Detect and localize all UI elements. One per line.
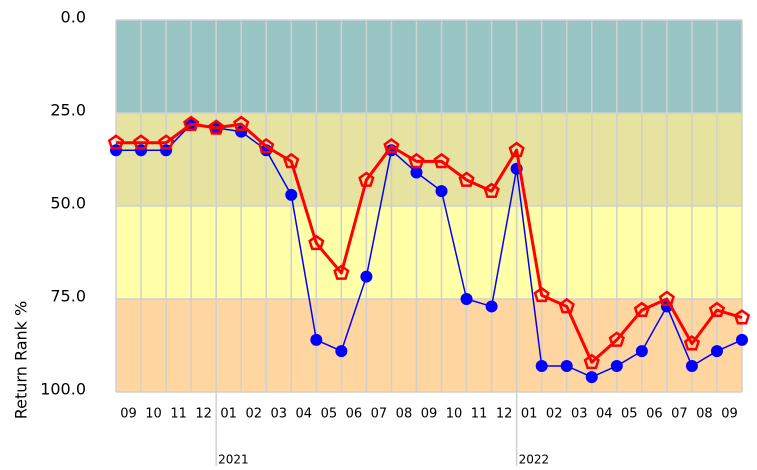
y-tick-label: 50.0 <box>50 194 86 213</box>
x-tick-label: 09 <box>721 407 738 422</box>
point <box>583 353 600 370</box>
y-tick-label: 25.0 <box>50 101 86 120</box>
point <box>233 115 250 132</box>
point <box>635 345 648 358</box>
point <box>208 119 225 135</box>
x-tick-label: 01 <box>220 407 237 422</box>
point <box>132 134 150 150</box>
x-tick-label: 09 <box>421 407 438 422</box>
x-tick-label: 07 <box>371 407 388 422</box>
point <box>258 137 275 154</box>
point <box>435 185 448 198</box>
point <box>183 115 200 132</box>
y-tick-label: 100.0 <box>40 380 86 399</box>
x-tick-label: 02 <box>245 407 262 422</box>
point <box>608 331 625 347</box>
x-tick-label: 11 <box>170 407 187 422</box>
x-tick-label: 06 <box>346 407 363 422</box>
y-tick-label: 75.0 <box>50 287 86 306</box>
point <box>533 286 550 303</box>
y-axis-label: Return Rank % <box>12 301 31 419</box>
x-tick-label: 06 <box>646 407 663 422</box>
point <box>310 333 323 346</box>
x-tick-label: 12 <box>496 407 513 422</box>
x-tick-label: 03 <box>571 407 588 422</box>
x-tick-label: 05 <box>321 407 338 422</box>
x-tick-label: 04 <box>596 407 613 422</box>
x-tick-label: 01 <box>521 407 538 422</box>
x-tick-label: 08 <box>696 407 713 422</box>
point <box>535 359 548 372</box>
point <box>483 182 500 199</box>
group-label: 2021 <box>218 453 249 467</box>
point <box>708 301 726 318</box>
point <box>610 359 623 372</box>
point <box>333 264 350 280</box>
point <box>683 335 701 351</box>
point <box>460 293 473 305</box>
y-tick-label: 0.0 <box>61 8 86 27</box>
x-tick-label: 10 <box>145 407 162 422</box>
point <box>283 152 300 169</box>
x-tick-label: 05 <box>621 407 638 422</box>
point <box>157 134 175 150</box>
point <box>485 300 498 313</box>
point <box>658 290 675 306</box>
point <box>107 134 125 150</box>
x-tick-label: 11 <box>471 407 488 422</box>
point <box>433 152 450 169</box>
point <box>710 345 723 358</box>
point <box>383 137 400 154</box>
point <box>285 188 298 201</box>
point <box>685 359 698 372</box>
point <box>633 301 650 318</box>
x-tick-label: 02 <box>546 407 563 422</box>
point <box>558 297 575 314</box>
point <box>308 234 325 251</box>
band <box>116 20 742 113</box>
point <box>358 171 375 187</box>
x-tick-label: 08 <box>396 407 413 422</box>
x-tick-label: 10 <box>446 407 463 422</box>
point <box>508 141 525 158</box>
band <box>116 206 742 299</box>
point <box>585 371 598 384</box>
point <box>736 333 748 346</box>
x-tick-label: 03 <box>270 407 287 422</box>
point <box>335 345 348 358</box>
group-label: 2022 <box>519 453 550 467</box>
x-tick-label: 09 <box>120 407 137 422</box>
point <box>360 270 373 283</box>
point <box>458 171 475 187</box>
point <box>410 166 423 179</box>
x-tick-label: 12 <box>195 407 212 422</box>
x-tick-label: 07 <box>671 407 688 422</box>
point <box>733 309 751 325</box>
x-tick-label: 04 <box>296 407 313 422</box>
point <box>408 152 425 169</box>
point <box>560 359 573 372</box>
